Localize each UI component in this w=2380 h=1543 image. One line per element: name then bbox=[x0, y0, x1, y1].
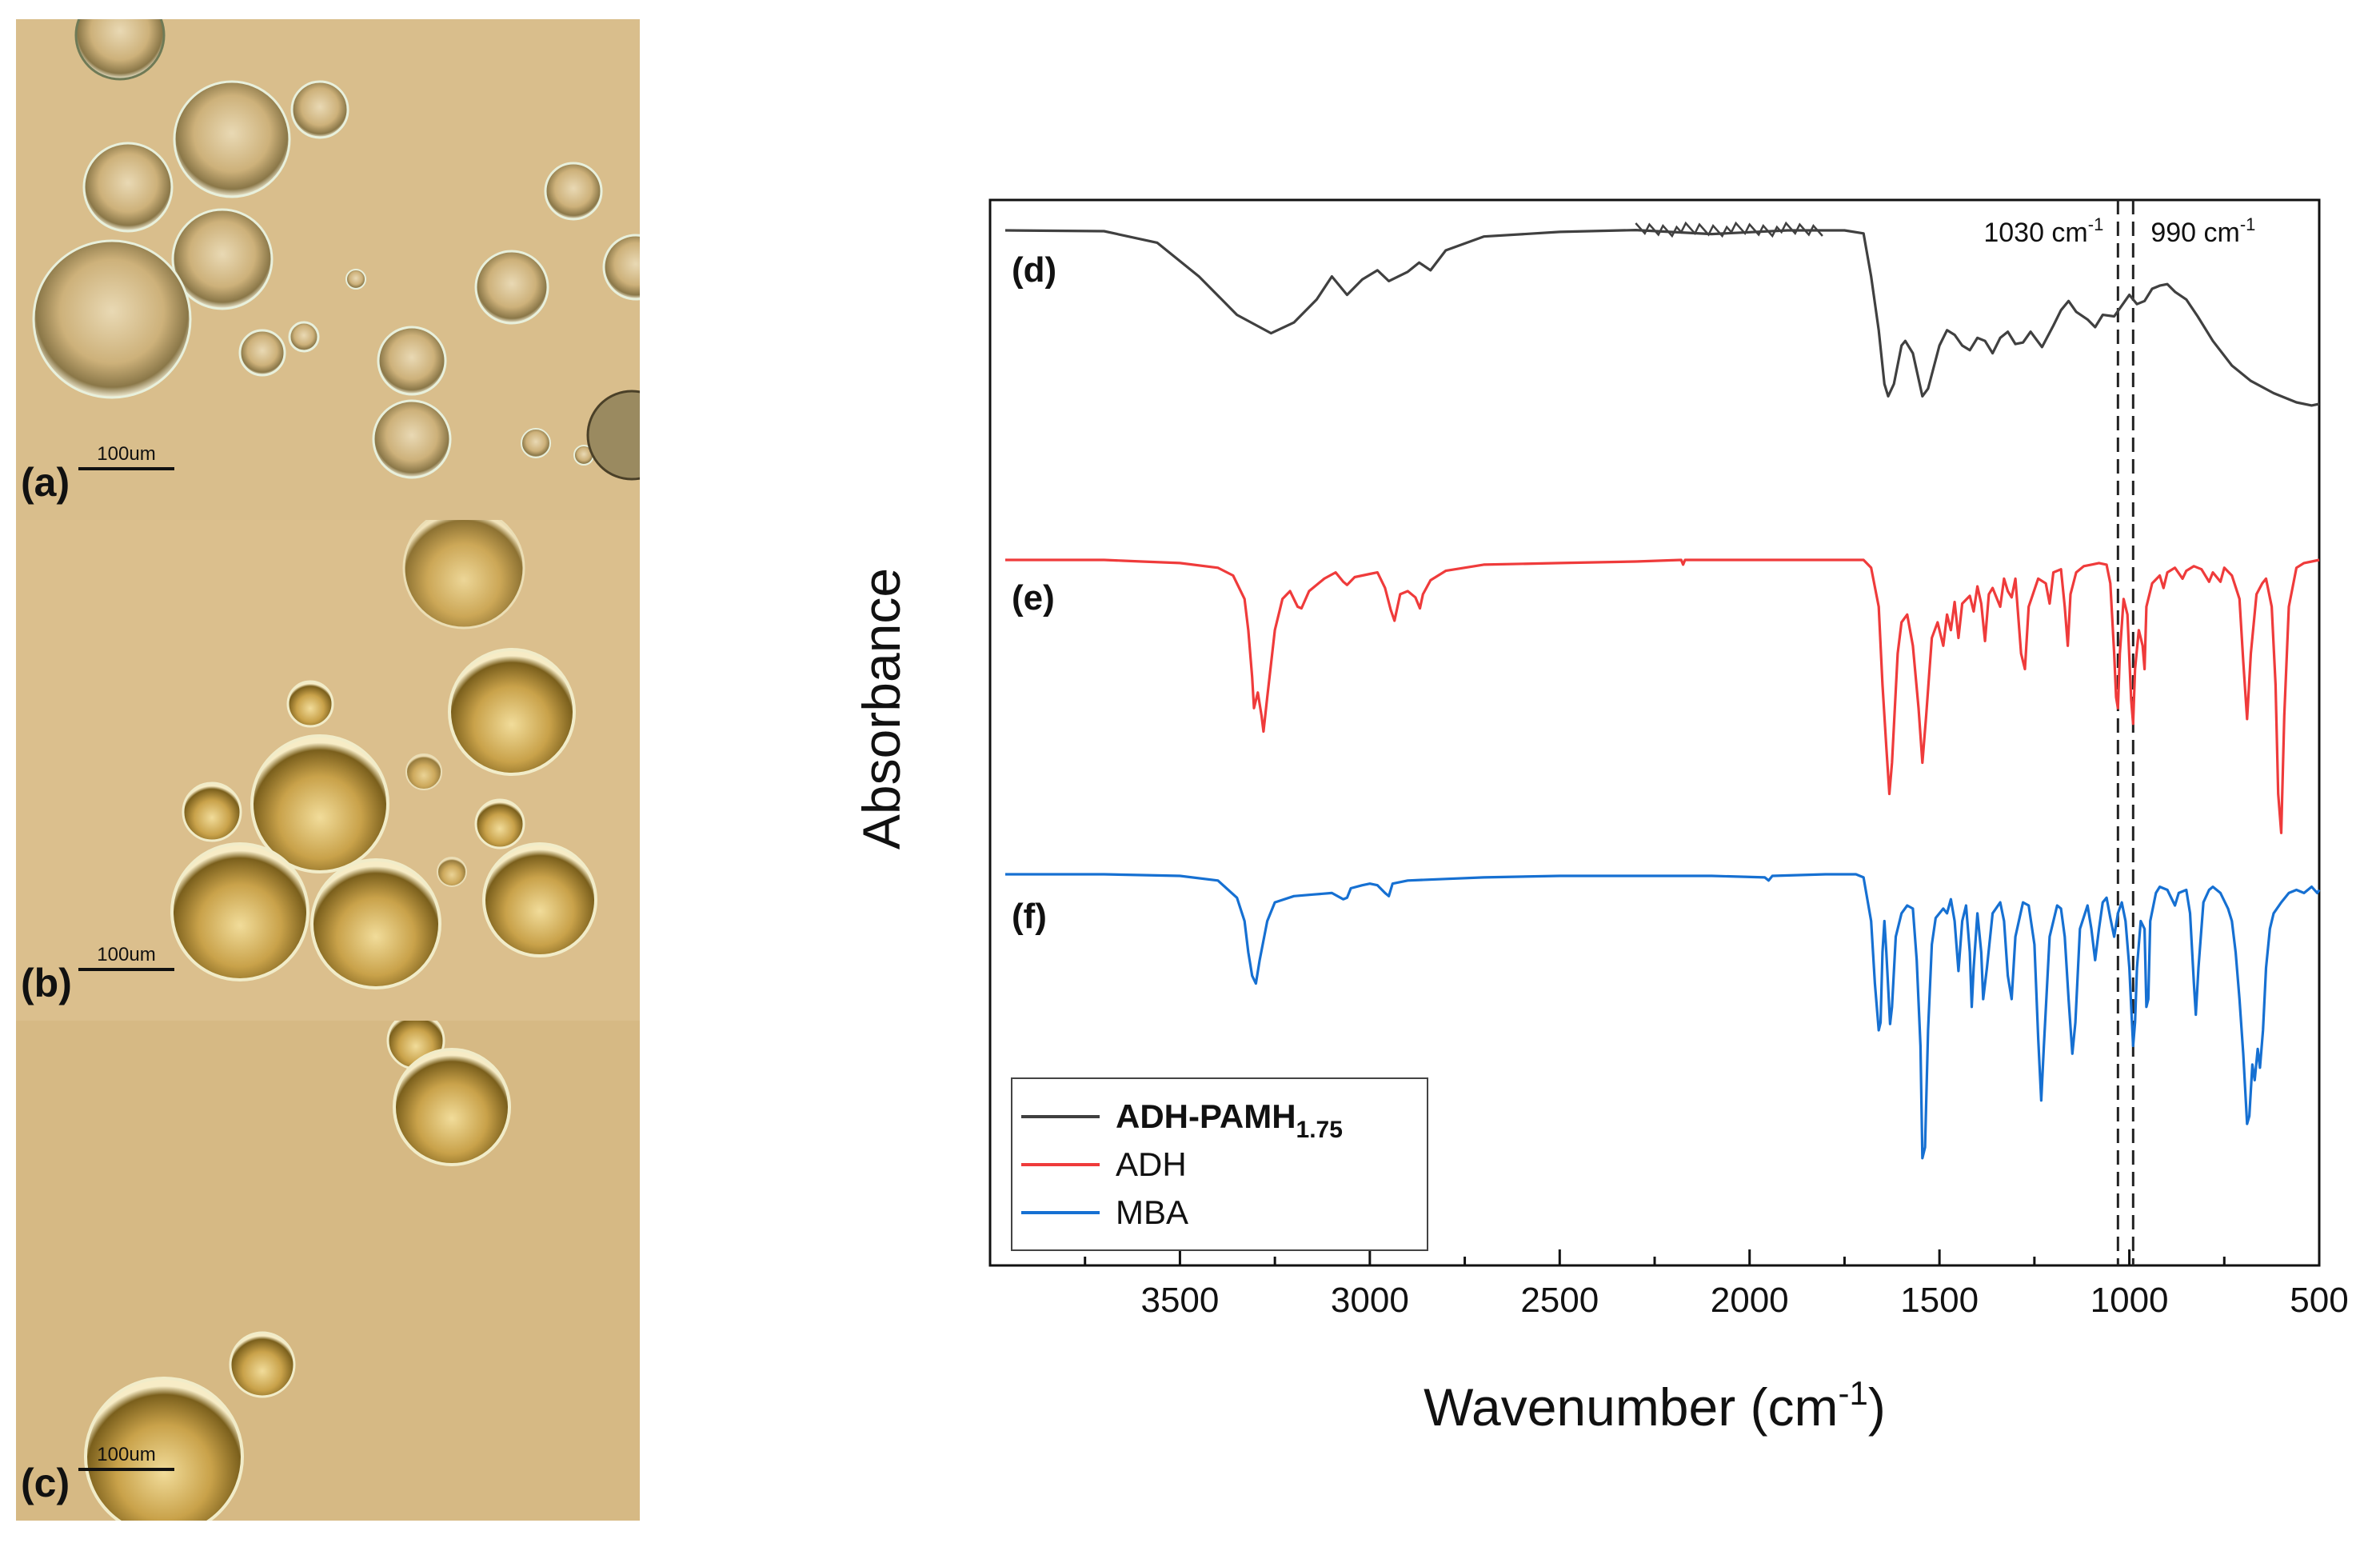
panel-label-c: (c) bbox=[21, 1461, 70, 1505]
scale-bar-line bbox=[78, 968, 174, 971]
x-tick-label: 2500 bbox=[1520, 1281, 1599, 1320]
y-axis-label: Absorbance bbox=[852, 568, 911, 849]
micrograph-image-b bbox=[16, 520, 640, 1021]
scale-bar-a: 100um bbox=[78, 443, 174, 470]
x-tick-label: 1000 bbox=[2090, 1281, 2169, 1320]
scale-bar-line bbox=[78, 467, 174, 470]
x-tick-label: 1500 bbox=[1900, 1281, 1979, 1320]
scale-bar-text: 100um bbox=[97, 443, 156, 465]
scale-bar-b: 100um bbox=[78, 944, 174, 971]
series-label-(f): (f) bbox=[1012, 897, 1047, 936]
legend-label-ADH: ADH bbox=[1116, 1145, 1187, 1183]
x-tick-label: 3500 bbox=[1140, 1281, 1219, 1320]
series-line-ADH-PAMH1.75 bbox=[1004, 229, 2320, 407]
micrograph-panel-a: 100um (a) bbox=[16, 19, 640, 520]
panel-label-a: (a) bbox=[21, 460, 70, 505]
panel-label-b: (b) bbox=[21, 961, 72, 1005]
series-line-ADH bbox=[1005, 558, 2320, 834]
x-tick-label: 500 bbox=[2290, 1281, 2348, 1320]
legend-label-MBA: MBA bbox=[1116, 1193, 1188, 1231]
plot-area: 3500 3000 2500 2000 1500 1000 500 Wavenumber (c… bbox=[852, 198, 2349, 1437]
x-tick-label: 2000 bbox=[1711, 1281, 1789, 1320]
micrograph-panel-b: 100um (b) bbox=[16, 520, 640, 1021]
legend-label-ADH-PAMH: ADH-PAMH1.75 bbox=[1116, 1097, 1343, 1143]
series-label-(e): (e) bbox=[1012, 578, 1055, 618]
scale-bar-line bbox=[78, 1468, 174, 1471]
micrograph-panel-c: 100um (c) bbox=[16, 1021, 640, 1521]
scale-bar-text: 100um bbox=[97, 944, 156, 965]
reference-label-990: 990 cm-1 bbox=[2150, 214, 2255, 248]
micrograph-image-c bbox=[16, 1021, 640, 1521]
scale-bar-text: 100um bbox=[97, 1444, 156, 1465]
series-line-MBA bbox=[1005, 873, 2321, 1160]
series-label-(d): (d) bbox=[1012, 250, 1056, 290]
reference-label-1030: 1030 cm-1 bbox=[1983, 214, 2103, 248]
x-tick-label: 3000 bbox=[1331, 1281, 1409, 1320]
x-axis-label: Wavenumber (cm-1) bbox=[1424, 1374, 1886, 1437]
micrograph-image-a bbox=[16, 19, 640, 520]
scale-bar-c: 100um bbox=[78, 1444, 174, 1471]
